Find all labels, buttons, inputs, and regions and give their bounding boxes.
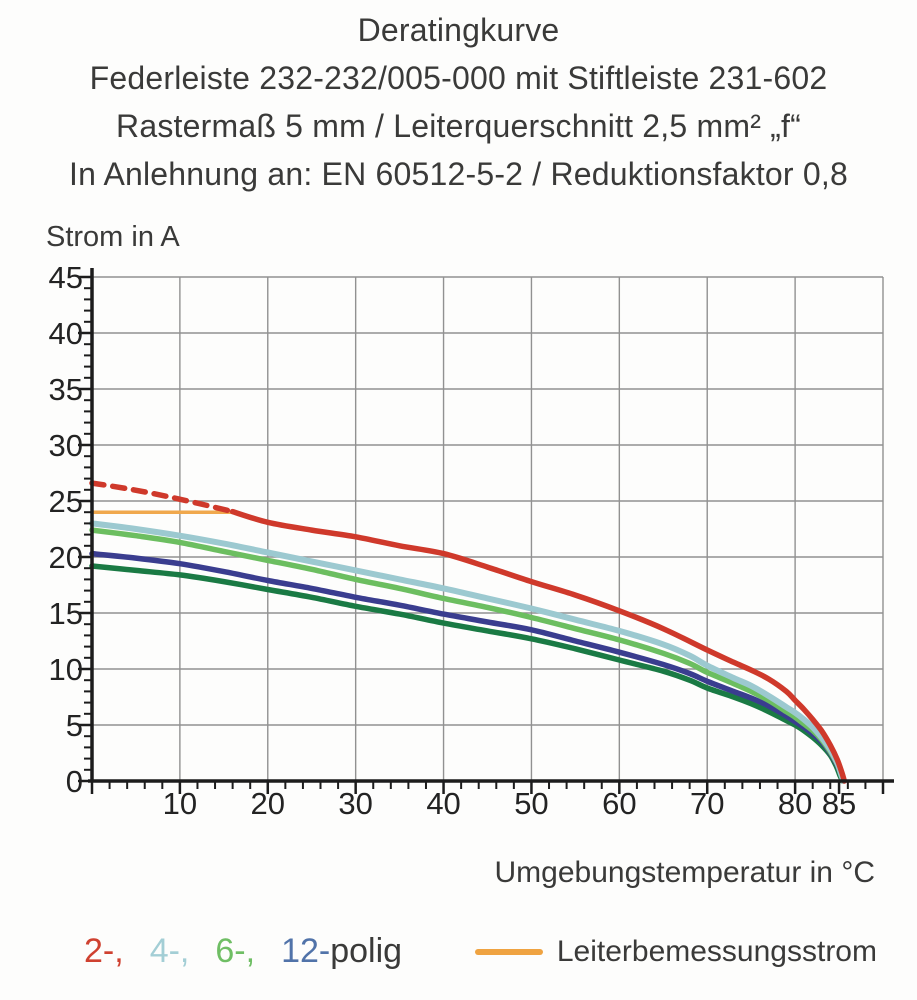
y-tick-label: 25: [49, 484, 83, 519]
x-tick-label: 50: [514, 786, 548, 821]
chart-subtitle-product: Federleiste 232-232/005-000 mit Stiftlei…: [89, 60, 828, 96]
x-axis-title: Umgebungstemperatur in °C: [494, 856, 875, 889]
curve-4-polig: [89, 520, 847, 784]
y-tick-label: 5: [66, 708, 83, 743]
legend-poles-suffix: polig: [330, 932, 403, 970]
x-tick-label: 85: [822, 786, 856, 821]
x-tick-label: 30: [338, 786, 372, 821]
rated-current-line-swatch: [474, 948, 543, 955]
chart-title-block: Deratingkurve Federleiste 232-232/005-00…: [0, 6, 917, 198]
y-tick-label: 40: [49, 316, 83, 351]
y-axis-title: Strom in A: [46, 221, 180, 253]
chart-subtitle-spec: Rastermaß 5 mm / Leiterquerschnitt 2,5 m…: [116, 108, 801, 144]
axis-ticks: [78, 275, 885, 794]
curve-2-polig-gestrichelt-: [89, 480, 236, 515]
x-tick-label: 10: [163, 786, 197, 821]
curve-2-polig: [229, 508, 848, 784]
legend-pole-label: 4-,: [149, 932, 190, 970]
x-tick-label: 60: [602, 786, 636, 821]
x-tick-label: 70: [690, 786, 724, 821]
legend-pole-counts: 2-, 4-, 6-, 12- polig: [84, 932, 402, 971]
legend: 2-, 4-, 6-, 12- polig Leiterbemessungsstrom: [84, 932, 877, 971]
y-tick-label: 10: [49, 652, 83, 687]
rated-current-label: Leiterbemessungsstrom: [556, 934, 877, 968]
legend-rated-current: Leiterbemessungsstrom: [474, 934, 877, 969]
chart-subtitle-standard: In Anlehnung an: EN 60512-5-2 / Reduktio…: [69, 156, 848, 192]
y-tick-label: 35: [49, 372, 83, 407]
legend-pole-label: 6-,: [215, 932, 256, 970]
legend-pole-label: 2-,: [84, 932, 124, 970]
x-tick-label: 40: [426, 786, 460, 821]
x-tick-label: 80: [778, 786, 812, 821]
grid-lines: [92, 276, 884, 781]
x-tick-label: 20: [251, 786, 285, 821]
y-tick-label: 30: [49, 428, 83, 463]
tick-labels: 10 20 30 40 50 60 70 80 85 0 5 10 15 20 25 30 35 40 45: [49, 260, 857, 821]
chart-title: Deratingkurve: [357, 12, 560, 48]
y-tick-label: 15: [49, 596, 83, 631]
legend-pole-label: 12-: [281, 932, 331, 970]
data-curves: [89, 480, 848, 784]
y-tick-label: 20: [49, 540, 83, 575]
y-tick-label: 45: [49, 260, 83, 295]
y-tick-label: 0: [66, 764, 83, 799]
curve-12-polig: [89, 550, 847, 784]
